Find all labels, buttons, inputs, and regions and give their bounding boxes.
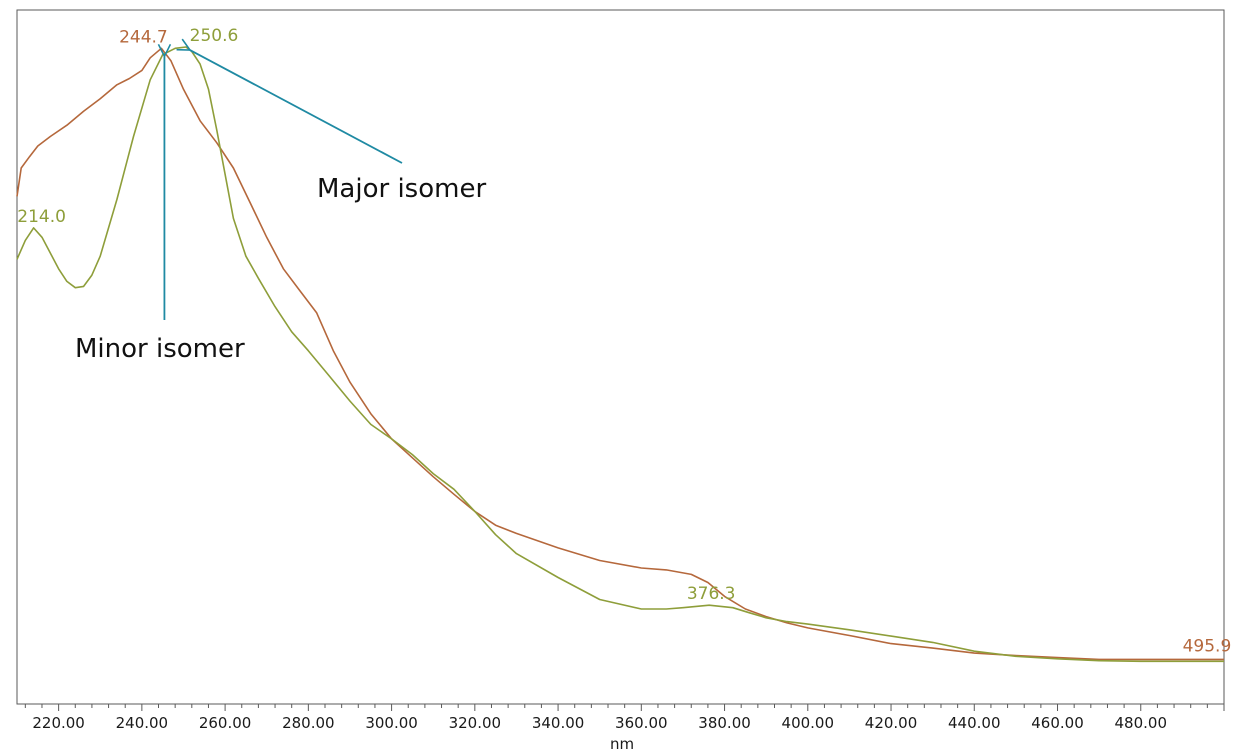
annotation-layer: Minor isomer Major isomer [75,50,486,364]
x-axis-ticks [24,704,1225,711]
peak-label: 214.0 [17,207,66,227]
peak-label: 250.6 [190,26,239,46]
x-axis-title: nm [610,735,634,753]
x-tick-label: 240.00 [116,714,169,732]
x-tick-label: 380.00 [698,714,751,732]
series-layer [16,46,1224,663]
peak-label: 244.7 [119,27,168,47]
major-isomer-label: Major isomer [317,174,486,204]
spectrum-series-1 [16,47,1224,661]
x-tick-label: 220.00 [32,714,85,732]
x-tick-label: 400.00 [782,714,835,732]
x-tick-label: 440.00 [948,714,1001,732]
major-isomer-arrow [190,50,403,164]
minor-isomer-label: Minor isomer [75,334,245,364]
x-tick-label: 460.00 [1031,714,1084,732]
peak-label: 376.3 [687,584,736,604]
spectrum-series-2 [16,46,1224,663]
x-tick-label: 320.00 [449,714,502,732]
x-tick-label: 420.00 [865,714,918,732]
x-tick-label: 300.00 [365,714,418,732]
plot-frame [16,9,1225,705]
x-tick-label: 280.00 [282,714,335,732]
x-axis-tick-labels: 220.00 240.00 260.00 280.00 300.00 320.00 340.… [32,714,1167,732]
x-tick-label: 480.00 [1115,714,1168,732]
x-tick-label: 360.00 [615,714,668,732]
x-tick-label: 260.00 [199,714,252,732]
peak-label: 495.9 [1183,636,1232,656]
x-tick-label: 340.00 [532,714,585,732]
peak-labels: 244.7 250.6 214.0 376.3 495.9 [17,26,1231,656]
